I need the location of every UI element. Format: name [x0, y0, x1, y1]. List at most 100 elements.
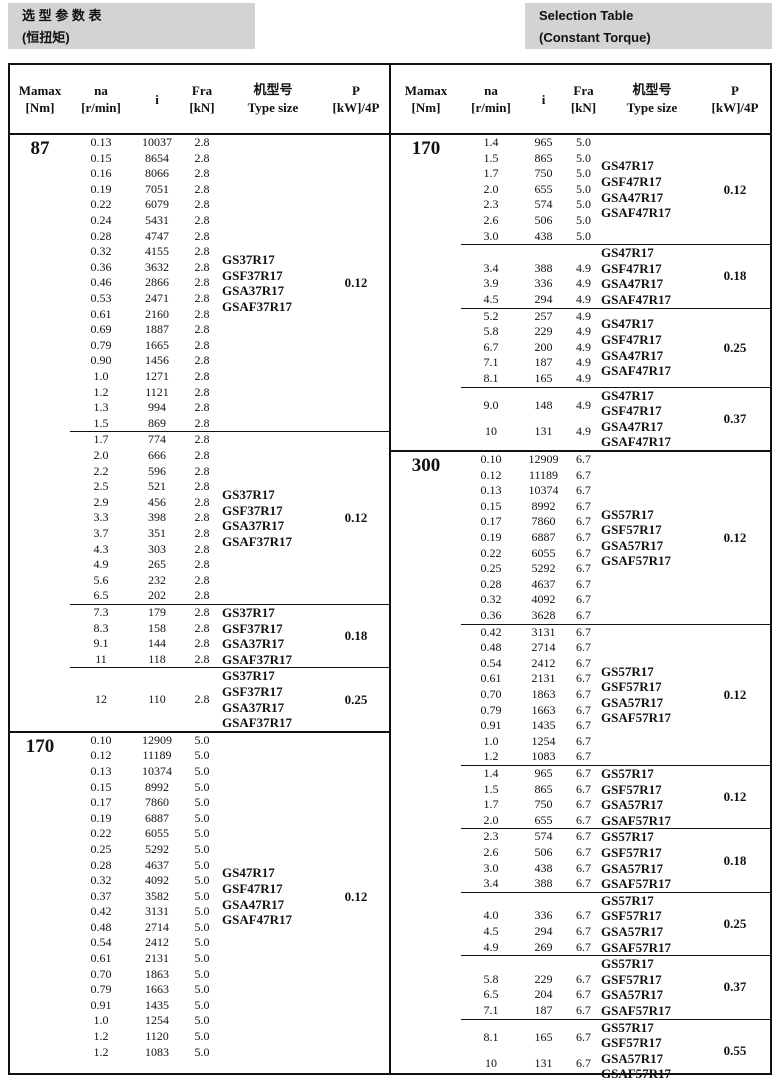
header-mamax-line: [Nm] [25, 100, 55, 115]
header-p: P [kW]/4P [703, 82, 767, 116]
data-rows: 0.13 10037 2.8 0.15 8654 2.8 0.16 8066 2.8 0.19 70… [70, 135, 222, 431]
cell-fra: 5.0 [576, 181, 591, 196]
type-sizes: GS37R17 GSF37R17 GSA37R17 GSAF37R17 [222, 135, 324, 431]
table-row: 0.32 4092 6.7 [461, 592, 601, 608]
header-type-line: Type size [247, 100, 299, 115]
cell-fra: 2.8 [194, 384, 210, 399]
cell-fra: 6.7 [576, 671, 591, 686]
table-row: 2.0 666 2.8 [70, 448, 222, 464]
data-rows: 0.42 3131 6.7 0.48 2714 6.7 0.54 2412 6.7 0.61 213… [461, 625, 601, 765]
cell-i: 10374 [142, 763, 172, 778]
cell-na: 0.61 [90, 306, 112, 321]
type-sizes: GS47R17 GSF47R17 GSA47R17 GSAF47R17 [601, 135, 703, 244]
cell-fra: 2.8 [194, 510, 210, 525]
table-row: 5.8 229 4.9 [461, 324, 601, 340]
table-row: 0.48 2714 6.7 [461, 640, 601, 656]
cell-na: 0.54 [480, 655, 502, 670]
cell-fra: 6.7 [576, 718, 591, 733]
table-row: 0.13 10037 2.8 [70, 135, 222, 151]
cell-na: 0.32 [90, 244, 112, 259]
cell-na: 0.28 [90, 857, 112, 872]
cell-i: 4155 [145, 244, 169, 259]
cell-na: 0.10 [90, 732, 112, 747]
cell-i: 388 [534, 260, 553, 275]
cell-i: 229 [534, 971, 553, 986]
cell-i: 4637 [145, 857, 169, 872]
cell-na: 0.48 [90, 919, 112, 934]
cell-na: 2.0 [93, 447, 109, 462]
cell-na: 1.5 [483, 150, 499, 165]
cell-fra: 2.8 [194, 620, 210, 635]
cell-i: 165 [534, 370, 553, 385]
cell-i: 351 [148, 525, 166, 540]
type-size: GSF47R17 [601, 403, 662, 419]
type-size: GSA37R17 [222, 283, 285, 299]
cell-i: 1121 [145, 384, 169, 399]
table-row: 2.0 655 5.0 [461, 182, 601, 198]
cell-na: 0.12 [90, 748, 112, 763]
cell-fra: 6.7 [576, 1029, 591, 1044]
type-size: GSA47R17 [601, 347, 664, 363]
cell-i: 5292 [145, 841, 169, 856]
type-size: GSAF47R17 [601, 434, 672, 450]
table-header: Mamax [Nm] na [r/min] i Fra [kN] 机型号 Type size P [… [10, 65, 389, 135]
type-size: GSAF37R17 [222, 533, 293, 549]
cell-i: 388 [534, 876, 553, 891]
cell-i: 6055 [531, 545, 556, 560]
table-row: 1.2 1120 5.0 [70, 1029, 222, 1045]
table-row: 0.37 3582 5.0 [70, 889, 222, 905]
cell-i: 294 [534, 291, 553, 306]
table-row: 5.8 229 6.7 [461, 972, 601, 988]
cell-fra: 5.0 [194, 795, 210, 810]
cell-fra: 6.7 [576, 1002, 591, 1017]
cell-i: 865 [534, 150, 553, 165]
cell-fra: 2.8 [194, 322, 210, 337]
cell-na: 1.3 [93, 400, 109, 415]
table-row: 6.5 202 2.8 [70, 588, 222, 604]
cell-na: 1.4 [483, 135, 499, 149]
table-row: 0.79 1663 5.0 [70, 982, 222, 998]
table-row: 0.61 2131 5.0 [70, 951, 222, 967]
cell-fra: 6.7 [576, 545, 591, 560]
table-row: 0.32 4092 5.0 [70, 873, 222, 889]
cell-i: 774 [148, 432, 166, 447]
cell-fra: 4.9 [576, 339, 591, 354]
header-mamax: Mamax [Nm] [391, 82, 461, 116]
table-row: 8.3 158 2.8 [70, 621, 222, 637]
cell-na: 5.8 [483, 324, 499, 339]
cell-na: 7.1 [483, 1002, 499, 1017]
cell-i: 303 [148, 541, 166, 556]
cell-fra: 2.8 [194, 290, 210, 305]
table-row: 0.19 7051 2.8 [70, 182, 222, 198]
cell-na: 0.42 [480, 624, 502, 639]
cell-fra: 2.8 [194, 691, 210, 706]
cell-fra: 2.8 [194, 541, 210, 556]
cell-na: 4.9 [93, 557, 109, 572]
subgroups: 0.10 12909 5.0 0.12 11189 5.0 0.13 10374 5.0 0.15… [70, 733, 389, 1061]
type-size: GSA57R17 [601, 860, 664, 876]
cell-i: 7860 [531, 514, 556, 529]
header-na-line: [r/min] [471, 100, 511, 115]
cell-i: 204 [534, 987, 553, 1002]
data-rows: 7.3 179 2.8 8.3 158 2.8 9.1 144 2.8 11 118 2.8 [70, 605, 222, 667]
cell-i: 11189 [528, 467, 559, 482]
cell-i: 655 [534, 812, 553, 827]
cell-fra: 6.7 [576, 592, 591, 607]
type-size: GSA37R17 [222, 636, 285, 652]
cell-na: 0.54 [90, 935, 112, 950]
torque-group: 170 0.10 12909 5.0 0.12 11189 5.0 0.13 10374 5.0 0… [10, 733, 389, 1061]
table-row: 0.12 11189 6.7 [461, 468, 601, 484]
cell-fra: 6.7 [576, 483, 591, 498]
type-sizes: GS37R17 GSF37R17 GSA37R17 GSAF37R17 [222, 605, 324, 667]
table-row: 0.54 2412 5.0 [70, 935, 222, 951]
cell-na: 3.0 [483, 228, 499, 243]
cell-i: 1254 [531, 733, 556, 748]
title-banner-chinese: 选 型 参 数 表 (恒扭矩) [8, 3, 255, 49]
cell-fra: 5.0 [194, 810, 210, 825]
cell-fra: 5.0 [194, 763, 210, 778]
cell-na: 0.13 [90, 135, 112, 149]
type-size: GSA47R17 [601, 189, 664, 205]
cell-na: 2.3 [483, 197, 499, 212]
type-size: GS37R17 [222, 668, 275, 684]
cell-i: 1435 [145, 997, 169, 1012]
